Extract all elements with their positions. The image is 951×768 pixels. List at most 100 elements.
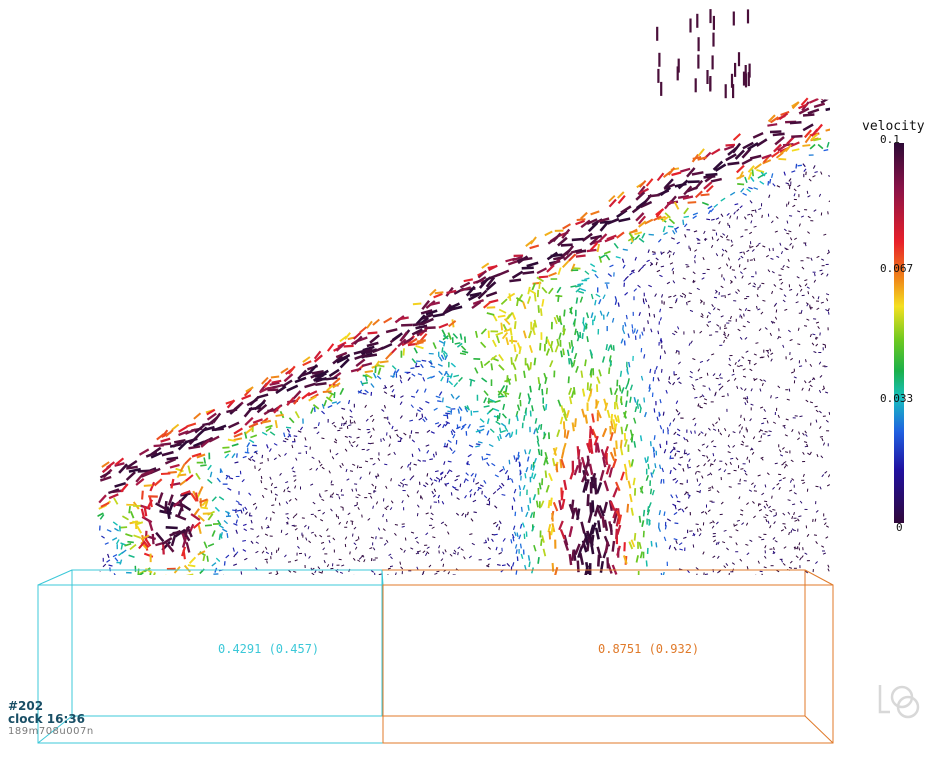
velocity-arrow [546, 264, 555, 273]
velocity-arrow [497, 269, 510, 277]
velocity-arrow [394, 429, 398, 432]
velocity-arrow [789, 339, 793, 342]
velocity-arrow [404, 483, 408, 486]
velocity-arrow [467, 423, 471, 429]
velocity-arrow [661, 251, 665, 255]
velocity-arrow [261, 494, 265, 499]
velocity-arrow [589, 236, 599, 246]
velocity-arrow [375, 501, 379, 505]
velocity-arrow [735, 457, 739, 461]
velocity-arrow [313, 354, 323, 363]
velocity-arrow [727, 444, 731, 448]
velocity-arrow [433, 407, 438, 411]
velocity-arrow [663, 511, 666, 517]
velocity-arrow [590, 293, 594, 300]
velocity-arrow [265, 516, 268, 520]
velocity-arrow [524, 473, 527, 479]
velocity-arrow [610, 413, 614, 423]
velocity-arrow [749, 154, 762, 160]
velocity-arrow [736, 365, 740, 368]
velocity-arrow [459, 483, 462, 488]
velocity-arrow [613, 387, 619, 396]
velocity-arrow [291, 524, 295, 527]
velocity-arrow [718, 373, 722, 377]
velocity-arrow [645, 560, 648, 567]
velocity-arrow [335, 351, 348, 359]
velocity-arrow [114, 482, 127, 488]
velocity-arrow [211, 427, 224, 432]
velocity-arrow [599, 220, 612, 224]
velocity-arrow [784, 434, 788, 437]
velocity-arrow [451, 429, 456, 434]
velocity-arrow [286, 486, 290, 490]
velocity-arrow [455, 488, 459, 491]
velocity-arrow [106, 559, 111, 563]
velocity-arrow [648, 502, 652, 509]
velocity-arrow [568, 342, 572, 349]
velocity-arrow [366, 448, 370, 451]
velocity-arrow [453, 382, 459, 388]
velocity-arrow [633, 532, 637, 541]
velocity-arrow [741, 148, 752, 159]
velocity-arrow [418, 406, 424, 411]
velocity-arrow [155, 502, 166, 510]
velocity-arrow [459, 352, 467, 356]
velocity-arrow [820, 301, 824, 304]
velocity-arrow [169, 529, 181, 537]
velocity-arrow [383, 386, 388, 390]
velocity-arrow [794, 519, 798, 522]
velocity-arrow [715, 253, 719, 257]
velocity-arrow [684, 234, 687, 238]
velocity-arrow [350, 422, 354, 424]
velocity-arrow [753, 490, 757, 492]
velocity-arrow [791, 478, 795, 481]
velocity-arrow [694, 430, 696, 434]
velocity-arrow [817, 143, 824, 150]
velocity-arrow [761, 573, 764, 575]
velocity-arrow [825, 536, 829, 539]
velocity-arrow [659, 317, 662, 321]
velocity-arrow [273, 443, 278, 446]
velocity-arrow [770, 358, 773, 362]
velocity-arrow [707, 459, 711, 462]
velocity-arrow [326, 343, 335, 352]
velocity-arrow [474, 367, 479, 374]
velocity-arrow [707, 205, 713, 210]
velocity-arrow [666, 281, 671, 285]
velocity-arrow [803, 325, 808, 327]
velocity-arrow [293, 570, 297, 573]
velocity-arrow [323, 399, 328, 407]
velocity-arrow [825, 308, 829, 312]
colorbar-tick-1: 0.033 [880, 392, 914, 405]
velocity-arrow [345, 420, 348, 424]
velocity-arrow [263, 378, 272, 388]
velocity-arrow [403, 549, 406, 553]
velocity-arrow [299, 426, 304, 431]
velocity-arrow [437, 423, 442, 428]
velocity-arrow [496, 487, 501, 491]
velocity-arrow [594, 482, 598, 495]
velocity-arrow [510, 357, 513, 365]
velocity-arrow [332, 355, 344, 365]
velocity-arrow [717, 541, 720, 545]
velocity-arrow [753, 282, 757, 286]
velocity-arrow [469, 489, 473, 493]
velocity-arrow [798, 431, 801, 435]
velocity-arrow [580, 219, 591, 229]
velocity-arrow [616, 231, 625, 239]
velocity-arrow [631, 269, 635, 274]
velocity-arrow [265, 424, 273, 429]
velocity-arrow [764, 431, 768, 433]
velocity-arrow [793, 376, 797, 379]
velocity-arrow [426, 546, 430, 549]
velocity-arrow [391, 332, 403, 342]
velocity-arrow [746, 456, 749, 460]
velocity-arrow [412, 302, 422, 306]
velocity-arrow [495, 523, 499, 528]
velocity-arrow [734, 275, 737, 279]
velocity-arrow [402, 348, 405, 356]
velocity-arrow [734, 203, 739, 206]
velocity-arrow [457, 552, 459, 556]
velocity-arrow [781, 462, 785, 466]
velocity-arrow [695, 567, 699, 570]
